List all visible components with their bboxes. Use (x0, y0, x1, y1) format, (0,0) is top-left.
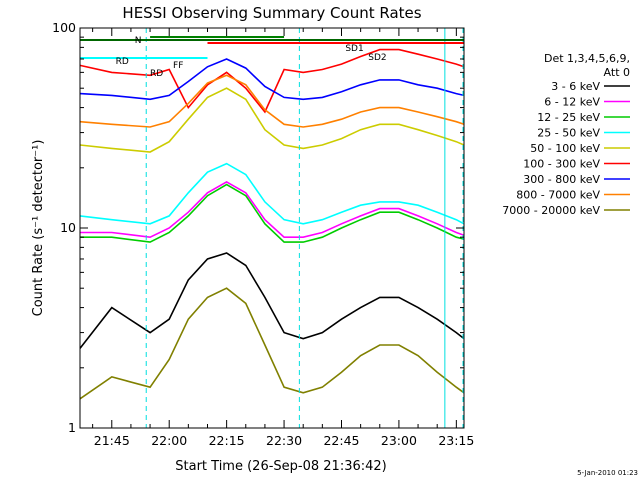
series-line-7 (79, 74, 465, 128)
series-line-5 (79, 48, 465, 114)
flag-label-rd2: RD (116, 57, 129, 67)
legend-label-8: 7000 - 20000 keV (502, 204, 600, 217)
legend-label-2: 12 - 25 keV (537, 111, 600, 124)
series-line-6 (79, 58, 465, 101)
legend-title-line1: Det 1,3,4,5,6,9, (544, 52, 630, 65)
x-tick-label: 22:15 (209, 433, 245, 448)
axis-ticks: 1 10 100 21:45 22:00 22:15 22:30 22:45 23:00 23:1… (52, 20, 474, 448)
series-line-2 (80, 183, 465, 243)
legend-label-4: 50 - 100 keV (530, 142, 600, 155)
legend: 3 - 6 keV 6 - 12 keV 12 - 25 keV 25 - 50 ke… (502, 80, 630, 217)
flag-label-rd: RD (150, 69, 163, 79)
series-line-1 (80, 180, 465, 239)
series-line-4 (79, 87, 465, 153)
x-tick-label: 21:45 (94, 433, 130, 448)
x-tick-label: 23:15 (438, 433, 474, 448)
legend-title-line2: Att 0 (604, 66, 630, 79)
flag-label-sd2: SD2 (368, 53, 386, 63)
vertical-markers: N SD1 SD2 RD FF RD (80, 28, 464, 428)
x-tick-label: 23:00 (381, 433, 417, 448)
y-tick-label: 10 (60, 220, 76, 235)
x-axis-label: Start Time (26-Sep-08 21:36:42) (175, 459, 386, 474)
legend-label-5: 100 - 300 keV (523, 158, 600, 171)
date-stamp: 5-Jan-2010 01:23 (577, 469, 638, 477)
legend-label-1: 6 - 12 keV (544, 96, 600, 109)
y-tick-label: 100 (52, 20, 76, 35)
x-tick-label: 22:45 (323, 433, 359, 448)
y-axis-label: Count Rate (s⁻¹ detector⁻¹) (31, 140, 46, 317)
series-line-8 (79, 287, 465, 400)
legend-label-7: 800 - 7000 keV (516, 189, 600, 202)
y-tick-label: 1 (68, 420, 76, 435)
legend-label-6: 300 - 800 keV (523, 173, 600, 186)
plot-frame (79, 27, 465, 429)
legend-label-3: 25 - 50 keV (537, 127, 600, 140)
x-tick-label: 22:30 (266, 433, 302, 448)
flag-label-sd1: SD1 (345, 44, 363, 54)
series-line-0 (79, 252, 465, 349)
legend-label-0: 3 - 6 keV (551, 80, 600, 93)
flag-label-n: N (135, 36, 142, 46)
series-layer (79, 48, 465, 400)
flag-label-ff: FF (173, 61, 183, 71)
chart-title: HESSI Observing Summary Count Rates (122, 4, 421, 22)
series-line-3 (79, 162, 465, 225)
x-tick-label: 22:00 (151, 433, 187, 448)
